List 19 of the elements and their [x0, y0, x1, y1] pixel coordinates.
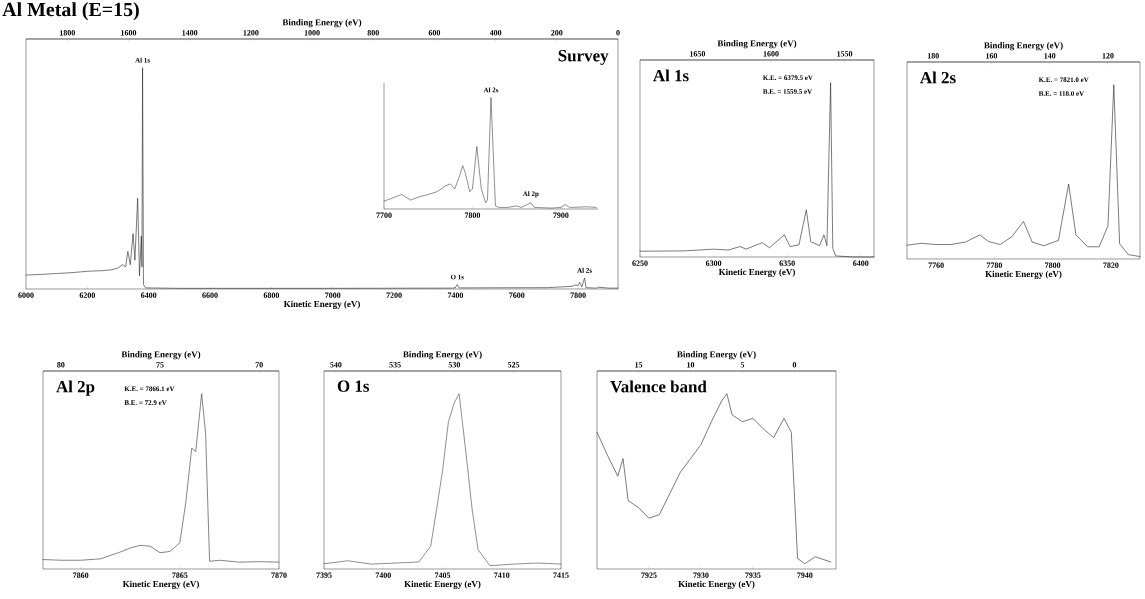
- chart-title: Valence band: [610, 380, 707, 393]
- chart-title: Al 2s: [920, 71, 956, 84]
- chart-title: Al 2p: [56, 380, 95, 396]
- x2-axis-title: Binding Energy (eV): [403, 351, 482, 360]
- x-axis-title: Kinetic Energy (eV): [122, 580, 199, 589]
- chart-title: O 1s: [337, 380, 370, 392]
- x2-axis-title: Binding Energy (eV): [677, 351, 756, 360]
- x2-axis-title: Binding Energy (eV): [121, 351, 201, 360]
- chart-title: Survey: [558, 50, 609, 65]
- x-axis-title: Kinetic Energy (eV): [404, 580, 481, 589]
- x-axis-title: Kinetic Energy (eV): [718, 268, 795, 277]
- x2-axis-title: Binding Energy (eV): [282, 19, 362, 28]
- text: Al Metal (E=15): [2, 2, 139, 21]
- x2-axis-title: Binding Energy (eV): [984, 42, 1063, 51]
- x-axis-title: Kinetic Energy (eV): [985, 270, 1062, 279]
- x-axis-title: Kinetic Energy (eV): [678, 580, 755, 589]
- chart-title: Al 1s: [653, 69, 689, 82]
- x2-axis-title: Binding Energy (eV): [717, 40, 797, 49]
- x-axis-title: Kinetic Energy (eV): [283, 300, 360, 309]
